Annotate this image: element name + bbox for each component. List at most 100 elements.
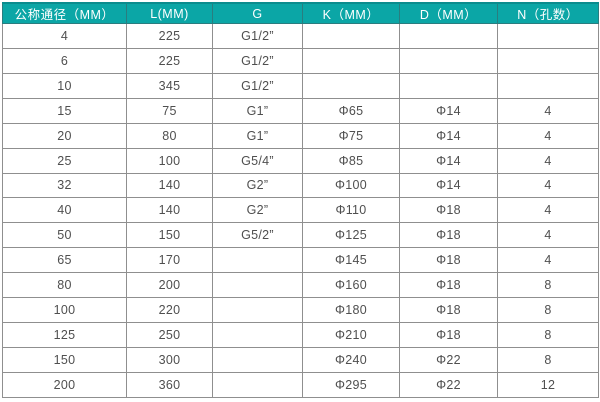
table-cell: G1/2” xyxy=(212,23,303,49)
table-cell: 50 xyxy=(2,222,127,249)
table-cell xyxy=(302,23,400,49)
table-cell: 80 xyxy=(2,272,127,299)
table-cell: 140 xyxy=(126,197,213,224)
table-body: 4 225 G1/2” 6 225 G1/2” 10 345 G1/2” 15 75 G1” Φ65 Φ1… xyxy=(2,23,599,399)
header-cell-thread-g: G xyxy=(212,2,303,24)
table-cell: 8 xyxy=(497,297,599,324)
table-row: 200 360 Φ295 Φ22 12 xyxy=(2,371,599,399)
table-row: 125 250 Φ210 Φ18 8 xyxy=(2,322,599,348)
table-cell: G1” xyxy=(212,97,303,124)
table-cell: G5/2” xyxy=(212,222,303,249)
table-cell: 15 xyxy=(2,97,127,124)
table-cell: Φ18 xyxy=(399,272,498,299)
table-cell: 4 xyxy=(497,247,599,274)
table-cell: Φ18 xyxy=(399,247,498,274)
table-cell: Φ14 xyxy=(399,147,498,174)
table-cell: G2” xyxy=(212,197,303,224)
table-cell: 220 xyxy=(126,297,213,324)
table-row: 4 225 G1/2” xyxy=(2,23,599,49)
table-cell: 10 xyxy=(2,72,127,99)
header-row: 公称通径（MM） L(MM) G K（MM） D（MM） N（孔数） xyxy=(2,2,599,24)
table-cell: 200 xyxy=(126,272,213,299)
table-cell: Φ14 xyxy=(399,97,498,124)
table-cell: Φ110 xyxy=(302,197,400,224)
table-cell: 12 xyxy=(497,371,599,399)
table-cell xyxy=(399,23,498,49)
table-cell: Φ18 xyxy=(399,222,498,249)
table-cell: Φ240 xyxy=(302,346,400,373)
table-cell xyxy=(497,72,599,99)
table-cell: 20 xyxy=(2,122,127,149)
table-row: 150 300 Φ240 Φ22 8 xyxy=(2,346,599,373)
table-cell: 100 xyxy=(2,297,127,324)
table-cell xyxy=(497,47,599,74)
table-cell: 4 xyxy=(2,23,127,49)
table-row: 10 345 G1/2” xyxy=(2,72,599,99)
table-cell: 65 xyxy=(2,247,127,274)
table-cell: 32 xyxy=(2,172,127,199)
table-row: 6 225 G1/2” xyxy=(2,47,599,74)
table-cell: 8 xyxy=(497,272,599,299)
table-cell: 6 xyxy=(2,47,127,74)
table-row: 50 150 G5/2” Φ125 Φ18 4 xyxy=(2,222,599,249)
table-cell: G1/2” xyxy=(212,72,303,99)
table-cell: Φ22 xyxy=(399,346,498,373)
table-cell: Φ145 xyxy=(302,247,400,274)
table-cell: Φ180 xyxy=(302,297,400,324)
table-cell: Φ14 xyxy=(399,122,498,149)
table-cell: Φ85 xyxy=(302,147,400,174)
table-cell: 345 xyxy=(126,72,213,99)
header-cell-bolt-circle-k: K（MM） xyxy=(302,2,400,24)
table-cell: 25 xyxy=(2,147,127,174)
table-cell: 360 xyxy=(126,371,213,399)
table-row: 25 100 G5/4” Φ85 Φ14 4 xyxy=(2,147,599,174)
header-cell-length-l: L(MM) xyxy=(126,2,213,24)
table-row: 80 200 Φ160 Φ18 8 xyxy=(2,272,599,299)
header-cell-hole-diameter-d: D（MM） xyxy=(399,2,498,24)
table-cell: Φ210 xyxy=(302,322,400,348)
table-cell: G1” xyxy=(212,122,303,149)
table-cell xyxy=(399,47,498,74)
table-cell xyxy=(212,297,303,324)
table-cell: G1/2” xyxy=(212,47,303,74)
table-cell: Φ75 xyxy=(302,122,400,149)
table-cell: 300 xyxy=(126,346,213,373)
table-cell: 4 xyxy=(497,222,599,249)
table-cell: 150 xyxy=(2,346,127,373)
table-cell xyxy=(302,47,400,74)
table-cell xyxy=(212,346,303,373)
table-cell: 8 xyxy=(497,322,599,348)
table-cell xyxy=(212,247,303,274)
table-cell: G2” xyxy=(212,172,303,199)
table-cell: Φ14 xyxy=(399,172,498,199)
table-cell: 170 xyxy=(126,247,213,274)
table-cell: 225 xyxy=(126,23,213,49)
table-cell: 125 xyxy=(2,322,127,348)
table-cell: 250 xyxy=(126,322,213,348)
table-cell: 200 xyxy=(2,371,127,399)
table-cell: Φ160 xyxy=(302,272,400,299)
table-cell: Φ100 xyxy=(302,172,400,199)
table-header: 公称通径（MM） L(MM) G K（MM） D（MM） N（孔数） xyxy=(2,2,599,24)
table-cell: 4 xyxy=(497,147,599,174)
table-cell xyxy=(497,23,599,49)
table-cell: 150 xyxy=(126,222,213,249)
table-cell xyxy=(302,72,400,99)
table-cell: 4 xyxy=(497,97,599,124)
table-cell: 75 xyxy=(126,97,213,124)
table-cell: 225 xyxy=(126,47,213,74)
table-cell: Φ22 xyxy=(399,371,498,399)
table-row: 20 80 G1” Φ75 Φ14 4 xyxy=(2,122,599,149)
table-row: 65 170 Φ145 Φ18 4 xyxy=(2,247,599,274)
table-cell: Φ125 xyxy=(302,222,400,249)
table-cell: 80 xyxy=(126,122,213,149)
table-row: 40 140 G2” Φ110 Φ18 4 xyxy=(2,197,599,224)
table-cell: G5/4” xyxy=(212,147,303,174)
header-cell-nominal-diameter: 公称通径（MM） xyxy=(2,2,127,24)
table-cell: 100 xyxy=(126,147,213,174)
table-cell xyxy=(212,272,303,299)
table-cell: 4 xyxy=(497,172,599,199)
table-row: 32 140 G2” Φ100 Φ14 4 xyxy=(2,172,599,199)
table-cell xyxy=(212,322,303,348)
table-cell: 40 xyxy=(2,197,127,224)
